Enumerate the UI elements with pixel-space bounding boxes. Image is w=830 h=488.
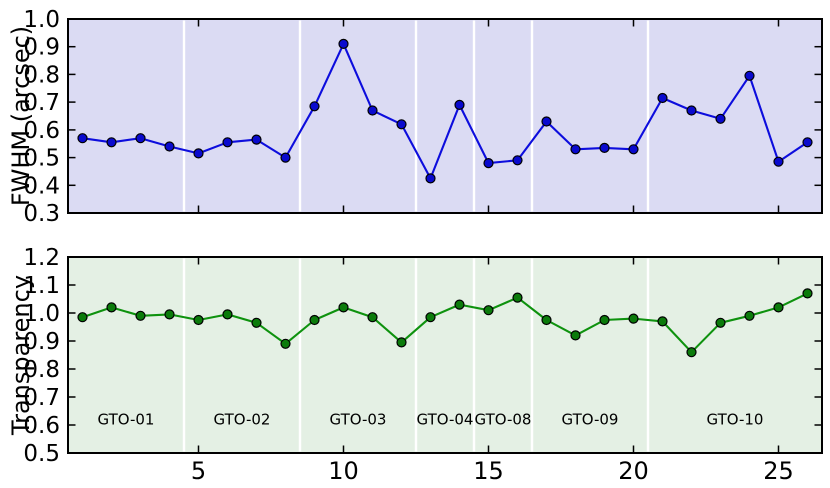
y-tick-label: 0.8 [23, 62, 60, 88]
y-tick-label: 1.0 [23, 7, 60, 33]
fwhm-axis-label: FWHM (arcsec) [7, 25, 35, 207]
x-tick-label: 20 [618, 457, 649, 485]
data-point [686, 105, 697, 116]
y-tick-label: 0.5 [23, 146, 60, 172]
fwhm-panel-background [68, 19, 822, 213]
data-point [425, 312, 436, 323]
x-tick-label: 25 [763, 457, 794, 485]
data-point [222, 137, 233, 148]
y-tick-label: 0.3 [23, 201, 60, 227]
fwhm-panel-frame [67, 18, 823, 214]
fwhm-line [81, 42, 809, 180]
data-point [425, 173, 436, 184]
data-point [802, 137, 813, 148]
data-point [570, 144, 581, 155]
data-point [570, 330, 581, 341]
data-point [483, 305, 494, 316]
group-label: GTO-02 [214, 410, 271, 428]
data-point [309, 314, 320, 326]
data-point [338, 302, 349, 313]
data-point [657, 316, 668, 327]
data-point [715, 113, 726, 124]
data-point [77, 133, 88, 144]
y-tick-label: 1.0 [23, 301, 60, 327]
y-tick-label: 0.7 [23, 385, 60, 411]
transparency-panel-background [68, 257, 822, 453]
data-point [599, 314, 610, 326]
y-tick-label: 0.9 [23, 329, 60, 355]
data-point [686, 347, 697, 358]
data-point [628, 144, 639, 155]
group-label: GTO-01 [98, 410, 155, 428]
group-label: GTO-08 [475, 410, 532, 428]
data-point [193, 314, 204, 326]
data-point [454, 299, 465, 310]
data-point [193, 148, 204, 159]
data-point [106, 137, 117, 148]
transparency-axis-label: Transparency [7, 274, 35, 436]
x-tick-label: 15 [473, 457, 504, 485]
data-point [367, 105, 378, 116]
data-point [309, 101, 320, 112]
data-point [744, 70, 755, 81]
fwhm-panel: 0.30.40.50.60.70.80.91.0 [23, 7, 823, 227]
group-label: GTO-09 [562, 410, 619, 428]
y-tick-label: 0.5 [23, 441, 60, 467]
data-point [541, 314, 552, 326]
y-tick-label: 0.9 [23, 35, 60, 61]
data-point [106, 302, 117, 313]
data-point [541, 116, 552, 127]
y-tick-label: 0.7 [23, 90, 60, 116]
transparency-panel: GTO-01 GTO-02 GTO-03 GTO-04 GTO-08 GTO-09 GTO-… [23, 245, 823, 485]
data-point [251, 134, 262, 145]
data-point [135, 310, 146, 321]
transparency-panel-frame [67, 256, 823, 454]
data-point [164, 309, 175, 320]
data-point [251, 317, 262, 328]
data-point [744, 310, 755, 321]
data-point [802, 288, 813, 299]
data-point [512, 155, 523, 166]
group-label: GTO-04 [417, 410, 474, 428]
data-point [483, 158, 494, 169]
data-point [773, 302, 784, 313]
data-point [628, 313, 639, 324]
data-point [396, 337, 407, 348]
data-point [77, 312, 88, 323]
data-point [280, 338, 291, 349]
y-tick-label: 0.8 [23, 357, 60, 383]
y-tick-label: 0.4 [23, 173, 60, 199]
data-point [512, 292, 523, 303]
data-point [715, 317, 726, 328]
data-point [454, 99, 465, 111]
data-point [367, 312, 378, 323]
data-point [657, 92, 668, 104]
data-point [135, 133, 146, 144]
data-point [396, 119, 407, 130]
data-point [222, 309, 233, 320]
y-tick-label: 0.6 [23, 118, 60, 144]
y-tick-label: 1.2 [23, 245, 60, 271]
y-tick-label: 0.6 [23, 413, 60, 439]
x-tick-label: 10 [328, 457, 359, 485]
y-tick-label: 1.1 [23, 273, 60, 299]
group-label: GTO-03 [330, 410, 387, 428]
data-point [773, 156, 784, 167]
data-point [599, 142, 610, 153]
data-point [338, 38, 349, 50]
data-point [164, 141, 175, 152]
x-tick-label: 5 [191, 457, 206, 485]
data-point [280, 152, 291, 163]
group-label: GTO-10 [707, 410, 764, 428]
